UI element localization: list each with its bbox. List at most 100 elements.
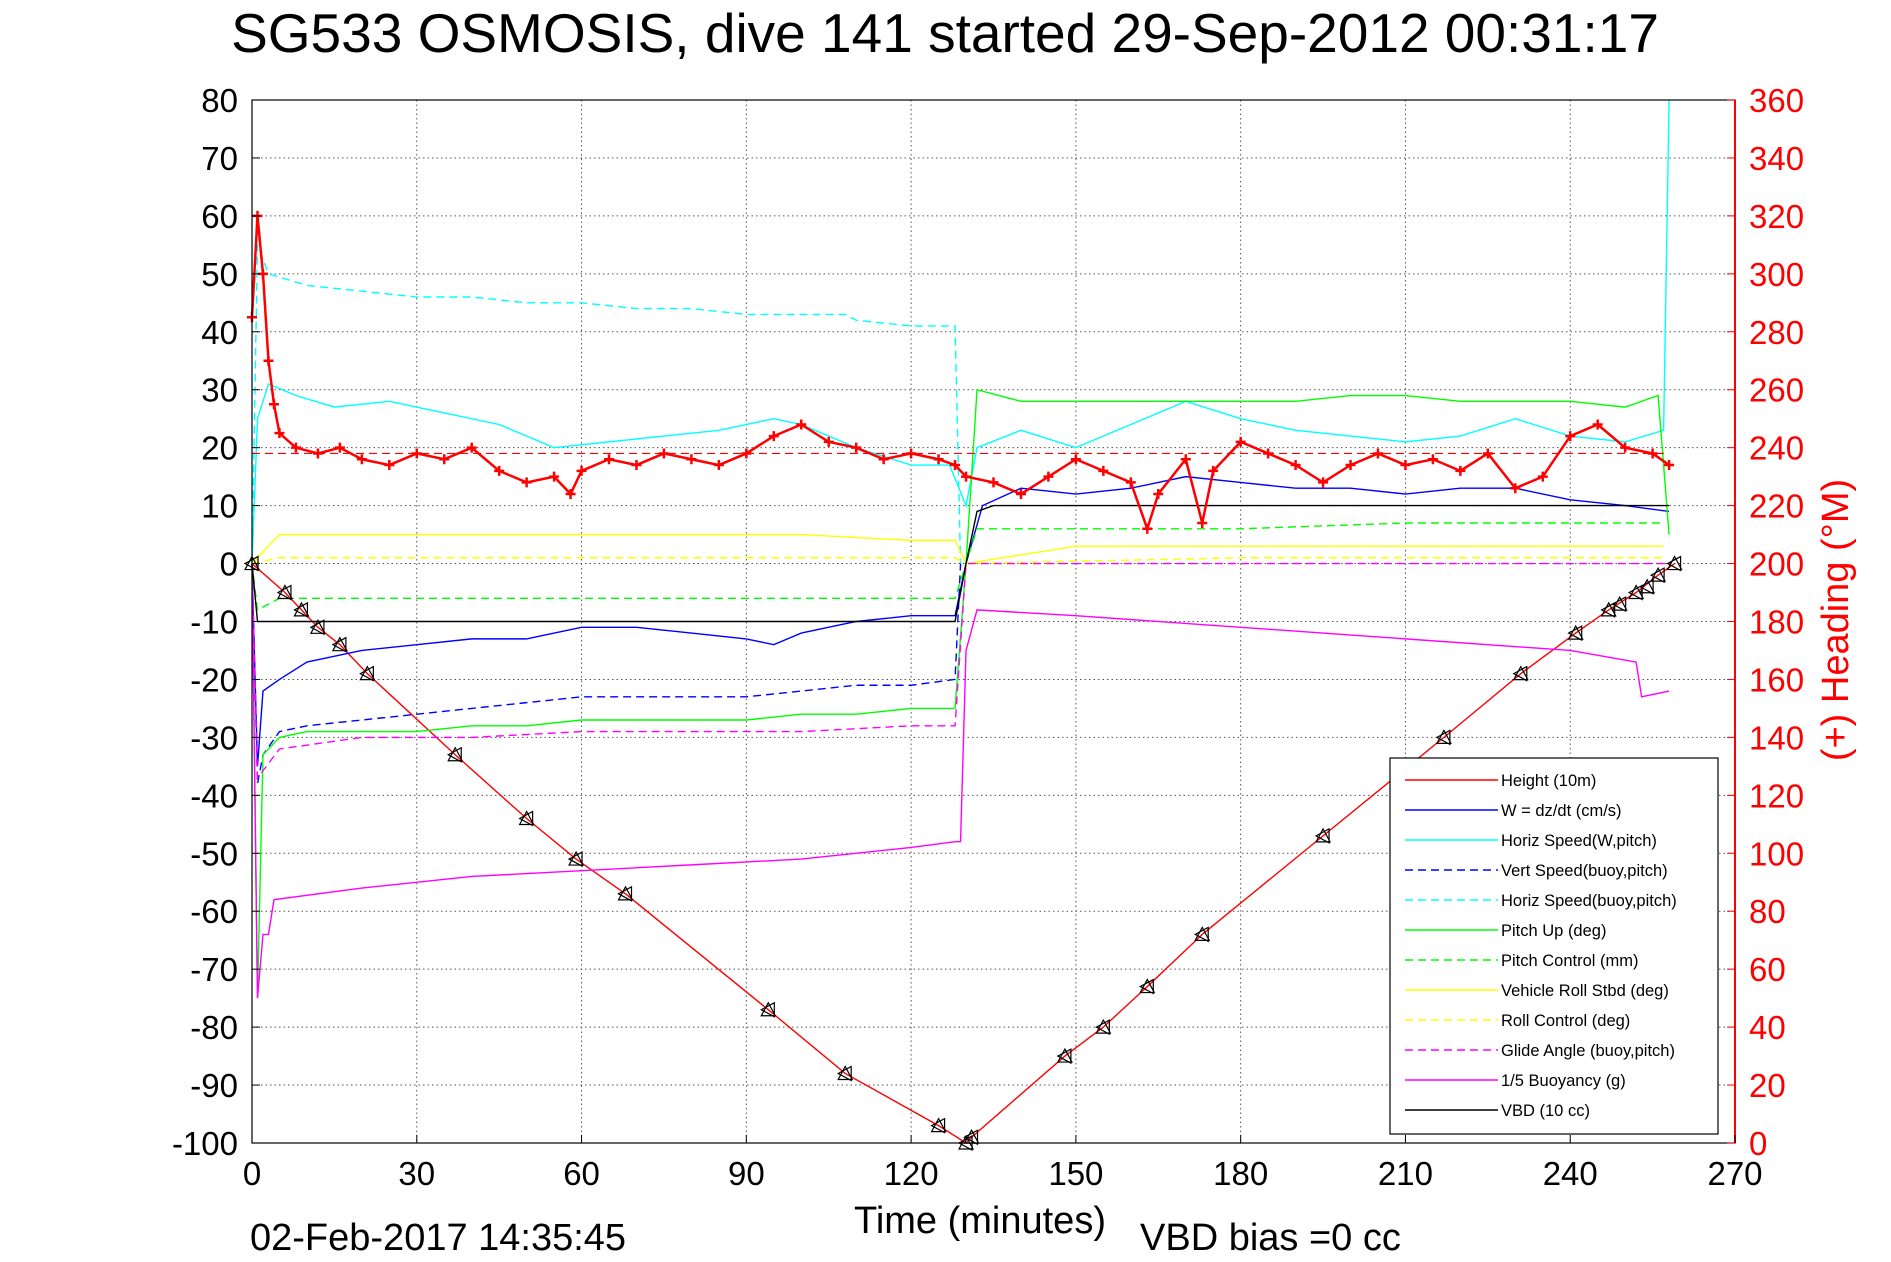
y-tick-label: 30 [201,372,238,409]
legend-label: Glide Angle (buoy,pitch) [1501,1042,1675,1060]
y-right-tick-label: 300 [1749,256,1804,293]
y-tick-label: 50 [201,256,238,293]
y-tick-label: -50 [190,835,238,872]
height-marker [1512,665,1529,682]
series-line [251,99,1670,564]
y-right-tick-label: 220 [1749,488,1804,525]
height-marker [1435,729,1452,746]
y-tick-label: 10 [201,488,238,525]
y-tick-label: -20 [190,661,238,698]
y-tick-label: -60 [190,893,238,930]
y-right-tick-label: 60 [1749,951,1786,988]
chart-title: SG533 OSMOSIS, dive 141 started 29-Sep-2… [231,2,1659,64]
y-right-tick-label: 260 [1749,372,1804,409]
legend-label: Horiz Speed(W,pitch) [1501,832,1657,850]
y-axis-right-label: (+) Heading (°M) [1815,479,1857,761]
legend-label: VBD (10 cc) [1501,1102,1590,1120]
x-tick-label: 30 [398,1155,435,1192]
height-marker [331,636,348,653]
y-tick-label: 70 [201,140,238,177]
height-marker [567,850,585,868]
x-tick-label: 240 [1543,1155,1598,1192]
series-line [251,562,1670,780]
height-marker [1193,926,1211,943]
y-right-tick-label: 100 [1749,835,1804,872]
x-axis: 0 30 60 90 120 150 180 210 240 270 [243,1135,1763,1192]
height-marker [1611,595,1628,613]
x-tick-label: 270 [1707,1155,1762,1192]
height-marker [1095,1018,1112,1036]
series-line [251,533,1664,565]
y-tick-label: -40 [190,777,238,814]
series-line [251,563,1670,999]
x-tick-label: 120 [884,1155,939,1192]
legend-label: 1/5 Buoyancy (g) [1501,1072,1626,1090]
series-line [251,563,962,784]
height-marker [446,746,464,763]
height-marker [276,584,293,601]
heading-point [1664,460,1675,471]
footer-vbd-bias: VBD bias =0 cc [1140,1217,1401,1259]
height-marker [293,601,310,618]
x-tick-label: 60 [563,1155,600,1192]
x-tick-label: 0 [243,1155,261,1192]
y-right-tick-label: 280 [1749,314,1804,351]
height-marker [309,619,326,636]
height-marker [1314,827,1332,844]
height-marker [1666,555,1683,572]
y-right-tick-label: 140 [1749,719,1804,756]
y-tick-label: 0 [220,546,238,583]
series-line [251,244,962,564]
y-right-tick-label: 180 [1749,604,1804,641]
series-line [251,557,1664,565]
y-axis-left: 80 70 60 50 40 30 20 10 0 -10 -20 -30 -40 -50 -60 -70 -8… [172,82,260,1162]
y-right-tick-label: 80 [1749,893,1786,930]
y-tick-label: -100 [172,1125,238,1162]
y-right-tick-label: 240 [1749,430,1804,467]
height-marker [359,665,376,682]
y-tick-label: -30 [190,719,238,756]
height-marker [760,1001,777,1018]
legend-label: W = dz/dt (cm/s) [1501,802,1622,820]
series-line [251,388,1670,999]
y-axis-right: 3603403203002802602402202001801601401201… [1727,82,1804,1162]
x-tick-label: 150 [1048,1155,1103,1192]
legend-label: Height (10m) [1501,772,1596,790]
y-right-tick-label: 200 [1749,546,1804,583]
y-tick-label: -80 [190,1009,238,1046]
legend-label: Pitch Up (deg) [1501,922,1606,940]
legend-label: Vert Speed(buoy,pitch) [1501,862,1668,880]
footer-timestamp: 02-Feb-2017 14:35:45 [250,1217,626,1259]
height-marker [617,885,634,902]
y-right-tick-label: 40 [1749,1009,1786,1046]
heading-series-line [250,215,1670,533]
height-marker [1649,566,1667,584]
legend-label: Roll Control (deg) [1501,1012,1630,1030]
height-marker [1139,978,1156,995]
x-tick-label: 180 [1213,1155,1268,1192]
series-line [251,475,1670,767]
heading-layer [247,210,1675,534]
y-right-tick-label: 360 [1749,82,1804,119]
y-tick-label: -10 [190,604,238,641]
series-line [251,522,1664,612]
x-axis-label: Time (minutes) [854,1200,1106,1242]
y-tick-label: -90 [190,1067,238,1104]
height-marker [1567,624,1584,642]
legend-box [1389,757,1719,1135]
y-right-tick-label: 20 [1749,1067,1786,1104]
height-marker [518,810,535,827]
y-tick-label: 40 [201,314,238,351]
legend-label: Horiz Speed(buoy,pitch) [1501,892,1677,910]
height-marker [836,1065,854,1082]
y-tick-label: -70 [190,951,238,988]
height-marker [1056,1047,1073,1065]
legend-label: Vehicle Roll Stbd (deg) [1501,982,1669,1000]
y-right-tick-label: 340 [1749,140,1804,177]
y-right-tick-label: 160 [1749,661,1804,698]
y-tick-label: 80 [201,82,238,119]
y-tick-label: 20 [201,430,238,467]
legend-label: Pitch Control (mm) [1501,952,1639,970]
series-line [251,504,1670,623]
